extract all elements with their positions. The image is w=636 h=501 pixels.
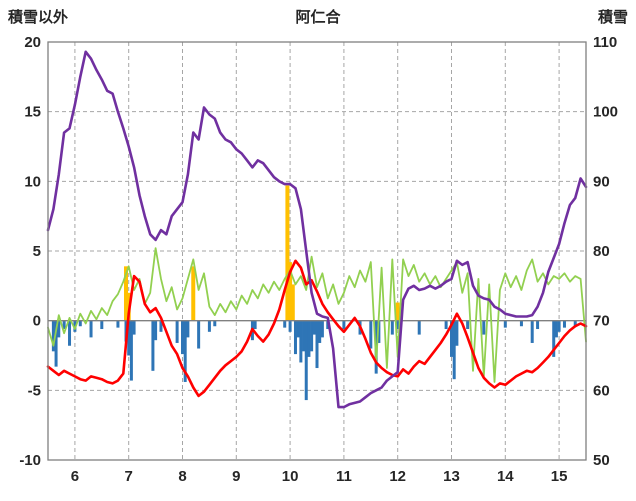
svg-text:7: 7 [125,468,133,485]
left-axis-tick-labels: 20 15 10 5 0 -5 -10 [19,34,41,469]
svg-text:70: 70 [593,313,610,330]
svg-text:10: 10 [24,173,41,190]
svg-text:100: 100 [593,104,618,121]
green-line [47,247,587,383]
left-axis-title: 積雪以外 [8,9,69,26]
svg-text:9: 9 [232,468,240,485]
x-axis-tick-labels: 6 7 8 9 10 11 12 13 14 15 [71,468,568,485]
svg-text:12: 12 [389,468,406,485]
red-line [46,259,588,398]
svg-text:15: 15 [551,468,568,485]
svg-text:80: 80 [593,243,610,260]
plot-border [47,41,587,461]
svg-text:20: 20 [24,34,41,51]
svg-text:11: 11 [336,468,352,485]
svg-text:14: 14 [497,468,514,485]
svg-text:50: 50 [593,452,610,469]
svg-text:13: 13 [443,468,460,485]
svg-text:60: 60 [593,382,610,399]
svg-text:110: 110 [593,34,617,51]
svg-text:5: 5 [33,243,41,260]
gridlines [48,42,586,460]
svg-text:15: 15 [24,104,41,121]
svg-text:90: 90 [593,173,610,190]
svg-text:-5: -5 [28,382,41,399]
svg-text:10: 10 [282,468,299,485]
svg-text:0: 0 [33,313,41,330]
svg-text:-10: -10 [19,452,41,469]
purple-line [46,50,588,409]
svg-text:6: 6 [71,468,79,485]
chart-title: 阿仁合 [295,9,341,26]
right-axis-title: 積雪 [597,9,628,26]
right-axis-tick-labels: 110 100 90 80 70 60 50 [593,34,618,469]
svg-text:8: 8 [178,468,186,485]
